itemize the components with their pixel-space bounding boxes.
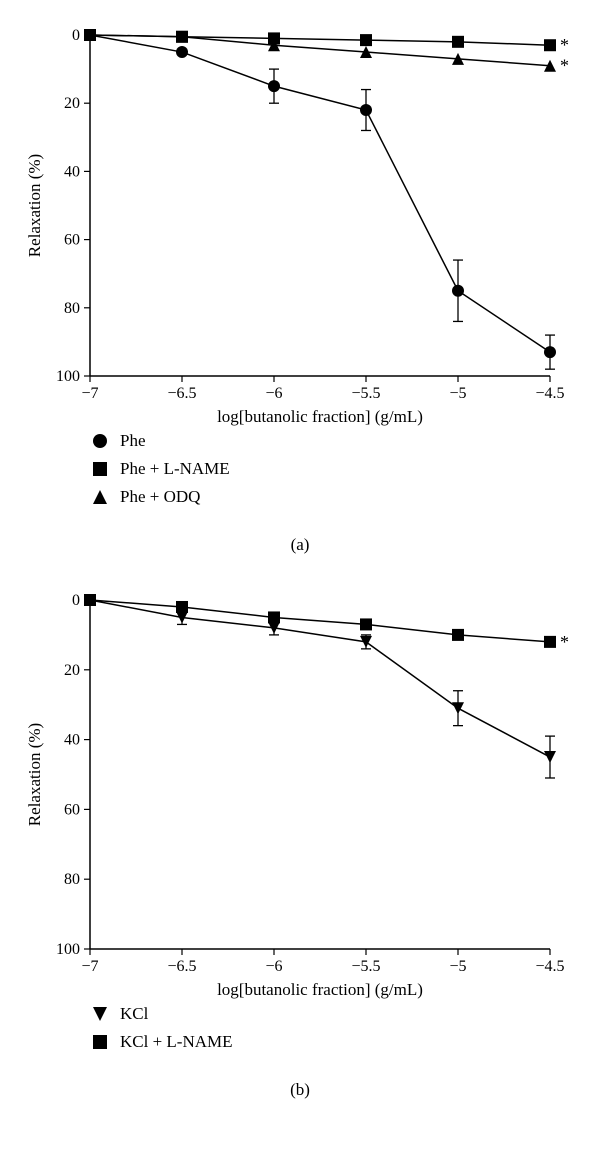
- svg-text:100: 100: [56, 368, 80, 385]
- svg-text:40: 40: [64, 732, 80, 749]
- svg-text:−6: −6: [265, 385, 282, 402]
- svg-text:40: 40: [64, 163, 80, 180]
- svg-text:−5: −5: [449, 958, 466, 975]
- svg-text:Relaxation (%): Relaxation (%): [25, 154, 44, 257]
- svg-text:80: 80: [64, 871, 80, 888]
- svg-text:*: *: [560, 56, 569, 76]
- chart-b: 0 20 40 60 80 100 Relaxation (%) −7 −6.5 −6 −5.5 −5…: [20, 585, 580, 1075]
- panel-a: 0 20 40 60 80 100 Relaxation (%) −7 −6.5 −6 −5.5 −5…: [20, 20, 580, 555]
- svg-text:*: *: [560, 35, 569, 55]
- svg-text:−5.5: −5.5: [351, 385, 380, 402]
- svg-text:20: 20: [64, 95, 80, 112]
- svg-text:log[butanolic fraction] (g/mL): log[butanolic fraction] (g/mL): [217, 407, 423, 426]
- svg-text:−6: −6: [265, 958, 282, 975]
- svg-text:−4.5: −4.5: [535, 958, 564, 975]
- figure-container: 0 20 40 60 80 100 Relaxation (%) −7 −6.5 −6 −5.5 −5…: [20, 20, 580, 1100]
- svg-text:Phe + ODQ: Phe + ODQ: [120, 487, 200, 506]
- svg-text:0: 0: [72, 592, 80, 609]
- svg-text:−7: −7: [81, 385, 98, 402]
- svg-text:60: 60: [64, 232, 80, 249]
- svg-text:60: 60: [64, 801, 80, 818]
- svg-text:−6.5: −6.5: [167, 958, 196, 975]
- svg-text:−6.5: −6.5: [167, 385, 196, 402]
- chart-a: 0 20 40 60 80 100 Relaxation (%) −7 −6.5 −6 −5.5 −5…: [20, 20, 580, 530]
- svg-text:Phe + L-NAME: Phe + L-NAME: [120, 459, 230, 478]
- svg-text:100: 100: [56, 941, 80, 958]
- svg-text:Relaxation (%): Relaxation (%): [25, 723, 44, 826]
- svg-text:80: 80: [64, 300, 80, 317]
- svg-text:−4.5: −4.5: [535, 385, 564, 402]
- svg-text:0: 0: [72, 27, 80, 44]
- svg-text:log[butanolic fraction] (g/mL): log[butanolic fraction] (g/mL): [217, 980, 423, 999]
- panel-b-label: (b): [20, 1080, 580, 1100]
- svg-text:−5.5: −5.5: [351, 958, 380, 975]
- svg-text:Phe: Phe: [120, 431, 146, 450]
- svg-text:*: *: [560, 632, 569, 652]
- svg-text:−5: −5: [449, 385, 466, 402]
- svg-text:20: 20: [64, 662, 80, 679]
- svg-text:KCl: KCl: [120, 1004, 149, 1023]
- panel-b: 0 20 40 60 80 100 Relaxation (%) −7 −6.5 −6 −5.5 −5…: [20, 585, 580, 1100]
- svg-text:KCl + L-NAME: KCl + L-NAME: [120, 1032, 233, 1051]
- svg-text:−7: −7: [81, 958, 98, 975]
- panel-a-label: (a): [20, 535, 580, 555]
